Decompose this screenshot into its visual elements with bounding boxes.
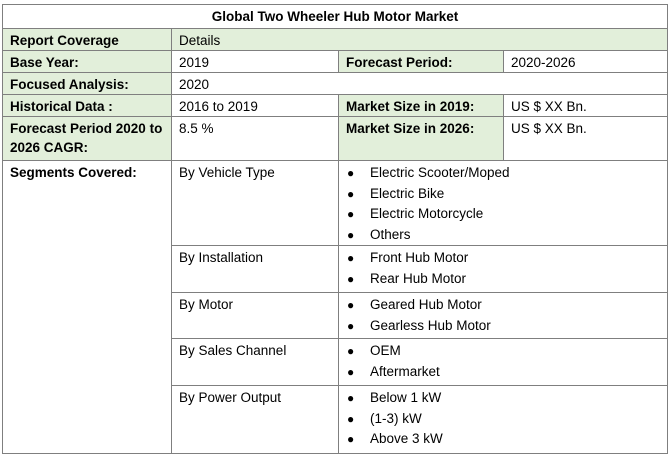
list-item-label: Geared Hub Motor xyxy=(370,297,482,312)
market-report-table: Global Two Wheeler Hub Motor Market Repo… xyxy=(1,4,669,454)
historical-data-value: 2016 to 2019 xyxy=(171,94,339,117)
bullet-icon: ● xyxy=(347,411,355,426)
segment-row: Segments Covered: By Vehicle Type ● Elect… xyxy=(2,160,669,454)
list-item-label: Electric Scooter/Moped xyxy=(370,165,510,180)
list-item-label: Below 1 kW xyxy=(370,390,442,405)
base-year-label: Base Year: xyxy=(2,50,172,73)
forecast-period-label: Forecast Period: xyxy=(338,50,504,73)
list-item-label: Gearless Hub Motor xyxy=(370,317,491,333)
list-item: ● Others xyxy=(346,225,660,245)
report-coverage-label: Report Coverage xyxy=(2,28,172,51)
bullet-icon: ● xyxy=(347,271,355,286)
table-title: Global Two Wheeler Hub Motor Market xyxy=(1,4,669,29)
market-size-2026-value: US $ XX Bn. xyxy=(502,116,669,161)
segment-name: By Power Output xyxy=(171,385,339,454)
bullet-icon: ● xyxy=(347,207,355,221)
base-year-value: 2019 xyxy=(171,50,339,73)
list-item-label: Electric Motorcycle xyxy=(370,206,484,221)
focused-analysis-label: Focused Analysis: xyxy=(2,72,172,95)
list-item-label: OEM xyxy=(370,343,401,358)
list-item: ● Above 3 kW xyxy=(346,429,660,450)
segment-name: By Installation xyxy=(171,245,339,293)
bullet-icon: ● xyxy=(347,186,355,201)
bullet-icon: ● xyxy=(347,391,355,405)
segment-row: By Sales Channel ● OEM ● Aftermarket xyxy=(3,338,669,386)
segment-items: ● OEM ● Aftermarket xyxy=(337,338,669,386)
cagr-value: 8.5 % xyxy=(171,116,339,161)
list-item-label: Aftermarket xyxy=(370,363,440,379)
bullet-icon: ● xyxy=(347,364,355,379)
bullet-icon: ● xyxy=(347,227,355,242)
list-item: ● Aftermarket xyxy=(346,362,660,383)
market-size-2019-value: US $ XX Bn. xyxy=(502,94,669,117)
cagr-row: Forecast Period 2020 to 2026 CAGR: 8.5 %… xyxy=(2,116,669,161)
segments-covered-label: Segments Covered: xyxy=(2,160,172,454)
segment-items: ● Front Hub Motor ● Rear Hub Motor xyxy=(337,245,669,293)
list-item: ● Rear Hub Motor xyxy=(346,269,660,290)
list-item: ● Front Hub Motor xyxy=(346,248,660,269)
segment-row: By Power Output ● Below 1 kW ● (1-3) kW ● A… xyxy=(3,385,669,454)
title-row: Global Two Wheeler Hub Motor Market xyxy=(1,4,669,29)
cagr-label: Forecast Period 2020 to 2026 CAGR: xyxy=(2,116,172,161)
segment-name: By Sales Channel xyxy=(171,338,339,386)
list-item: ● Electric Scooter/Moped xyxy=(346,163,660,184)
list-item: ● Below 1 kW xyxy=(346,388,660,409)
list-item-label: Above 3 kW xyxy=(370,431,443,446)
report-coverage-value: Details xyxy=(170,28,669,51)
base-year-row: Base Year: 2019 Forecast Period: 2020-20… xyxy=(2,50,669,73)
list-item-label: Electric Bike xyxy=(370,185,445,201)
historical-data-label: Historical Data : xyxy=(2,94,172,117)
coverage-row: Report Coverage Details xyxy=(2,28,669,51)
market-size-2026-label: Market Size in 2026: xyxy=(338,116,504,161)
bullet-icon: ● xyxy=(347,251,355,265)
bullet-icon: ● xyxy=(347,432,355,446)
segment-name: By Motor xyxy=(171,292,339,339)
list-item: ● Gearless Hub Motor xyxy=(346,316,660,337)
list-item: ● Electric Motorcycle xyxy=(346,204,660,225)
historical-data-row: Historical Data : 2016 to 2019 Market Si… xyxy=(2,94,669,117)
segment-items: ● Geared Hub Motor ● Gearless Hub Motor xyxy=(337,292,669,339)
focused-analysis-row: Focused Analysis: 2020 xyxy=(2,72,669,95)
focused-analysis-value: 2020 xyxy=(170,72,669,95)
bullet-icon: ● xyxy=(347,166,355,180)
list-item-label: Front Hub Motor xyxy=(370,250,469,265)
bullet-icon: ● xyxy=(347,298,355,312)
segment-name: By Vehicle Type xyxy=(171,160,339,246)
market-size-2019-label: Market Size in 2019: xyxy=(338,94,504,117)
list-item: ● Electric Bike xyxy=(346,184,660,205)
segment-items: ● Electric Scooter/Moped ● Electric Bike ●… xyxy=(337,160,669,246)
segment-row: By Motor ● Geared Hub Motor ● Gearless Hub… xyxy=(3,292,669,339)
list-item-label: Others xyxy=(370,226,411,242)
segment-items: ● Below 1 kW ● (1-3) kW ● Above 3 kW xyxy=(337,385,669,454)
list-item: ● Geared Hub Motor xyxy=(346,295,660,316)
list-item: ● OEM xyxy=(346,341,660,362)
list-item-label: Rear Hub Motor xyxy=(370,270,467,286)
forecast-period-value: 2020-2026 xyxy=(502,50,669,73)
bullet-icon: ● xyxy=(347,344,355,358)
segment-row: By Installation ● Front Hub Motor ● Rear H… xyxy=(3,245,669,293)
list-item-label: (1-3) kW xyxy=(370,410,422,426)
list-item: ● (1-3) kW xyxy=(346,409,660,430)
bullet-icon: ● xyxy=(347,318,355,333)
